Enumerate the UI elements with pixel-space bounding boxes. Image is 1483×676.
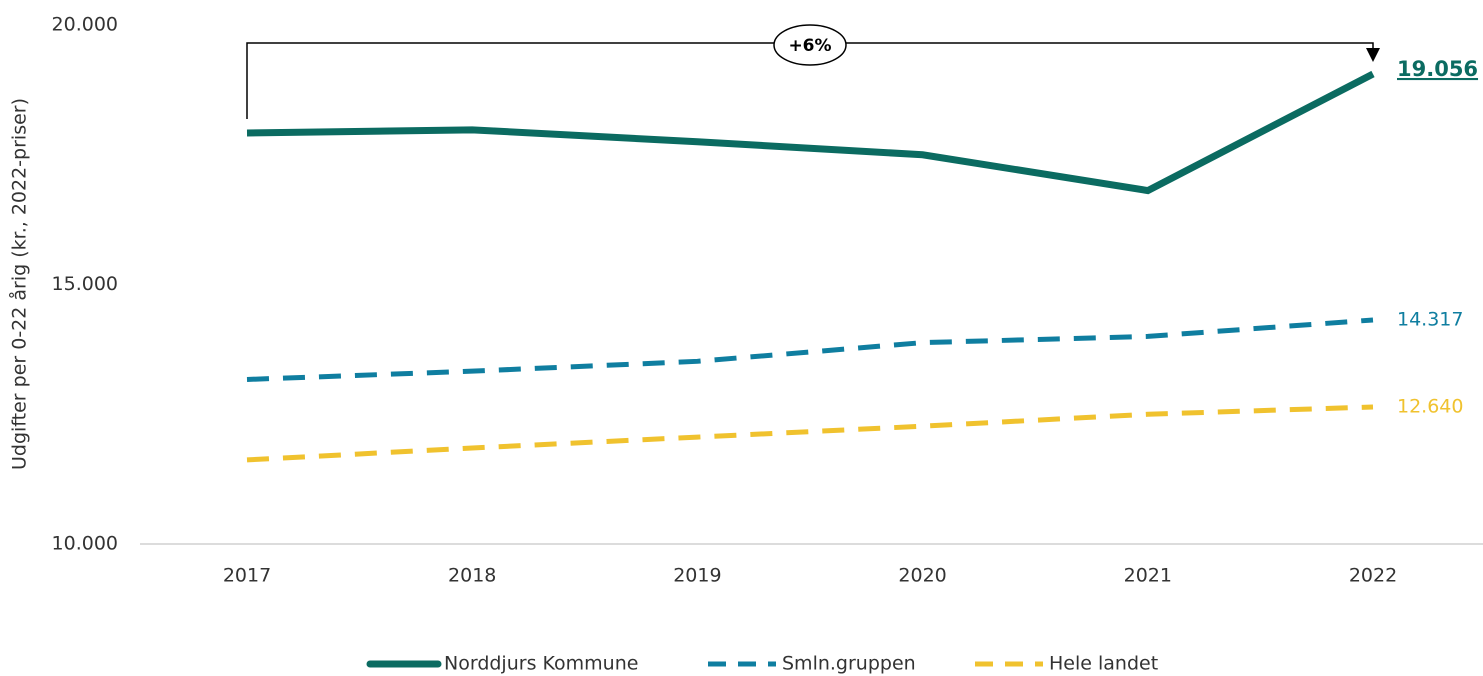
value-label: 14.317	[1397, 308, 1463, 330]
value-label: 19.056	[1397, 57, 1478, 81]
series-line	[246, 404, 1374, 463]
x-tick-label: 2017	[223, 565, 271, 587]
y-tick-label: 15.000	[52, 273, 118, 295]
y-tick-label: 20.000	[52, 14, 118, 36]
value-label: 12.640	[1397, 395, 1463, 417]
x-tick-label: 2019	[673, 565, 721, 587]
legend-label: Norddjurs Kommune	[444, 653, 638, 675]
y-axis-label: Udgifter per 0-22 årig (kr., 2022-priser…	[8, 98, 31, 470]
annotation-arrow	[1366, 47, 1380, 62]
legend-label: Smln.gruppen	[782, 653, 916, 675]
series-line	[246, 317, 1374, 382]
annotation-bubble	[773, 24, 847, 66]
x-tick-label: 2020	[898, 565, 946, 587]
series-line	[246, 70, 1375, 195]
annotation-label: +6%	[788, 36, 831, 56]
x-tick-label: 2022	[1349, 565, 1397, 587]
legend-label: Hele landet	[1049, 653, 1158, 675]
x-tick-label: 2021	[1124, 565, 1172, 587]
x-tick-label: 2018	[448, 565, 496, 587]
y-tick-label: 10.000	[52, 533, 118, 555]
